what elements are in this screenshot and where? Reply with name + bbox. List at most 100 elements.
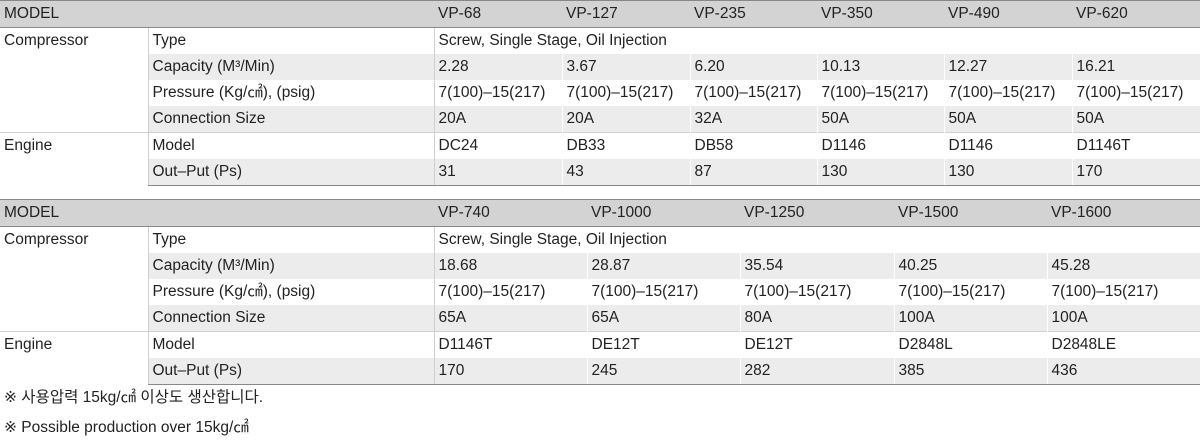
- spec-table-1: MODEL VP-68 VP-127 VP-235 VP-350 VP-490 …: [0, 0, 1200, 186]
- table-cell: D1146: [943, 132, 1072, 159]
- footnotes: ※ 사용압력 15kg/㎠ 이상도 생산합니다. ※ Possible prod…: [0, 385, 1200, 441]
- model-column-header: VP-490: [944, 0, 1072, 28]
- table-cell: 436: [1046, 358, 1200, 385]
- table-cell: 45.28: [1046, 253, 1200, 279]
- table-cell: D2848LE: [1046, 331, 1200, 358]
- table-cell: 32A: [689, 106, 817, 133]
- field-label-capacity: Capacity (M³/Min): [147, 54, 434, 80]
- table-cell: 65A: [586, 305, 740, 332]
- header-model-label: MODEL: [0, 199, 434, 227]
- table-cell: 10.13: [816, 54, 944, 80]
- group-label-engine: Engine: [0, 132, 148, 186]
- table-row-engine-model: Engine Model D1146T DE12T DE12T D2848L D…: [0, 331, 1200, 385]
- table-cell: 3.67: [561, 54, 690, 80]
- table-cell: 385: [893, 358, 1047, 385]
- table-cell: 2.28: [433, 54, 562, 80]
- field-label-pressure: Pressure (Kg/㎠), (psig): [147, 279, 434, 305]
- field-label-type: Type: [147, 226, 434, 253]
- table-cell: 28.87: [586, 253, 740, 279]
- table-spacer: [0, 186, 1200, 199]
- table-cell: 65A: [433, 305, 587, 332]
- field-label-connection: Connection Size: [147, 106, 434, 133]
- table-cell: DC24: [433, 132, 562, 159]
- table-cell: 7(100)–15(217): [586, 279, 740, 305]
- table-cell: 7(100)–15(217): [561, 80, 690, 106]
- group-label-compressor: Compressor: [4, 231, 89, 248]
- table-cell: 170: [1071, 159, 1200, 186]
- model-column-header: VP-740: [434, 199, 587, 227]
- table-row-pressure: Pressure (Kg/㎠), (psig) 7(100)–15(217) 7…: [0, 80, 1200, 106]
- table-cell: DB33: [561, 132, 690, 159]
- table-cell: DE12T: [739, 331, 894, 358]
- table-cell: 282: [739, 358, 894, 385]
- table-cell: 50A: [943, 106, 1072, 133]
- group-label-engine: Engine: [0, 331, 148, 385]
- table-cell: 130: [816, 159, 944, 186]
- table-cell: 50A: [1071, 106, 1200, 133]
- table-cell: 7(100)–15(217): [1071, 80, 1200, 106]
- table-cell: 20A: [561, 106, 690, 133]
- spec-table-2: MODEL VP-740 VP-1000 VP-1250 VP-1500 VP-…: [0, 199, 1200, 385]
- table-row-engine-model: Engine Model DC24 DB33 DB58 D1146 D1146 …: [0, 132, 1200, 186]
- model-column-header: VP-1250: [740, 199, 894, 227]
- table-cell: 245: [586, 358, 740, 385]
- table-row-output: Out–Put (Ps) 31 43 87 130 130 170: [0, 159, 1200, 186]
- table-cell: 31: [433, 159, 562, 186]
- table-cell: 80A: [739, 305, 894, 332]
- table-cell: D1146T: [433, 331, 587, 358]
- table-cell: DB58: [689, 132, 817, 159]
- field-label-capacity: Capacity (M³/Min): [147, 253, 434, 279]
- model-column-header: VP-1600: [1047, 199, 1200, 227]
- model-column-header: VP-127: [562, 0, 690, 28]
- table-row-capacity: Capacity (M³/Min) 18.68 28.87 35.54 40.2…: [0, 253, 1200, 279]
- model-column-header: VP-68: [434, 0, 562, 28]
- table-cell: 7(100)–15(217): [893, 279, 1047, 305]
- field-label-model: Model: [147, 331, 434, 358]
- table-cell: 7(100)–15(217): [739, 279, 894, 305]
- table-header-row: MODEL VP-68 VP-127 VP-235 VP-350 VP-490 …: [0, 0, 1200, 28]
- table-row-output: Out–Put (Ps) 170 245 282 385 436: [0, 358, 1200, 385]
- table-cell: 7(100)–15(217): [943, 80, 1072, 106]
- table-cell: D1146: [816, 132, 944, 159]
- table-row-type: Compressor Type Screw, Single Stage, Oil…: [0, 226, 1200, 253]
- table-cell: D1146T: [1071, 132, 1200, 159]
- table-cell: 16.21: [1071, 54, 1200, 80]
- field-label-type: Type: [147, 27, 434, 54]
- table-cell: 7(100)–15(217): [816, 80, 944, 106]
- table-cell: 7(100)–15(217): [433, 80, 562, 106]
- table-row-connection: Connection Size 65A 65A 80A 100A 100A: [0, 305, 1200, 332]
- table-cell: 100A: [1046, 305, 1200, 332]
- table-row-connection: Connection Size 20A 20A 32A 50A 50A 50A: [0, 106, 1200, 133]
- table-cell: 170: [433, 358, 587, 385]
- table-cell: 7(100)–15(217): [433, 279, 587, 305]
- table-cell: 43: [561, 159, 690, 186]
- group-label-compressor: Compressor: [4, 32, 89, 49]
- field-label-output: Out–Put (Ps): [147, 159, 434, 186]
- model-column-header: VP-620: [1072, 0, 1200, 28]
- model-column-header: VP-350: [817, 0, 944, 28]
- table-cell: 130: [943, 159, 1072, 186]
- table-row-pressure: Pressure (Kg/㎠), (psig) 7(100)–15(217) 7…: [0, 279, 1200, 305]
- table-row-capacity: Capacity (M³/Min) 2.28 3.67 6.20 10.13 1…: [0, 54, 1200, 80]
- table-cell: 40.25: [893, 253, 1047, 279]
- table-cell: 50A: [816, 106, 944, 133]
- table-cell: 100A: [893, 305, 1047, 332]
- field-label-connection: Connection Size: [147, 305, 434, 332]
- type-value: Screw, Single Stage, Oil Injection: [433, 27, 1200, 54]
- table-cell: 6.20: [689, 54, 817, 80]
- table-cell: DE12T: [586, 331, 740, 358]
- footnote-english: ※ Possible production over 15kg/㎠: [4, 419, 249, 436]
- table-cell: 35.54: [739, 253, 894, 279]
- field-label-pressure: Pressure (Kg/㎠), (psig): [147, 80, 434, 106]
- table-row-type: Compressor Type Screw, Single Stage, Oil…: [0, 27, 1200, 54]
- model-column-header: VP-235: [690, 0, 817, 28]
- model-column-header: VP-1500: [894, 199, 1047, 227]
- field-label-output: Out–Put (Ps): [147, 358, 434, 385]
- field-label-model: Model: [147, 132, 434, 159]
- table-cell: D2848L: [893, 331, 1047, 358]
- footnote-korean: ※ 사용압력 15kg/㎠ 이상도 생산합니다.: [4, 389, 264, 406]
- table-cell: 20A: [433, 106, 562, 133]
- table-header-row: MODEL VP-740 VP-1000 VP-1250 VP-1500 VP-…: [0, 199, 1200, 227]
- table-cell: 7(100)–15(217): [689, 80, 817, 106]
- table-cell: 87: [689, 159, 817, 186]
